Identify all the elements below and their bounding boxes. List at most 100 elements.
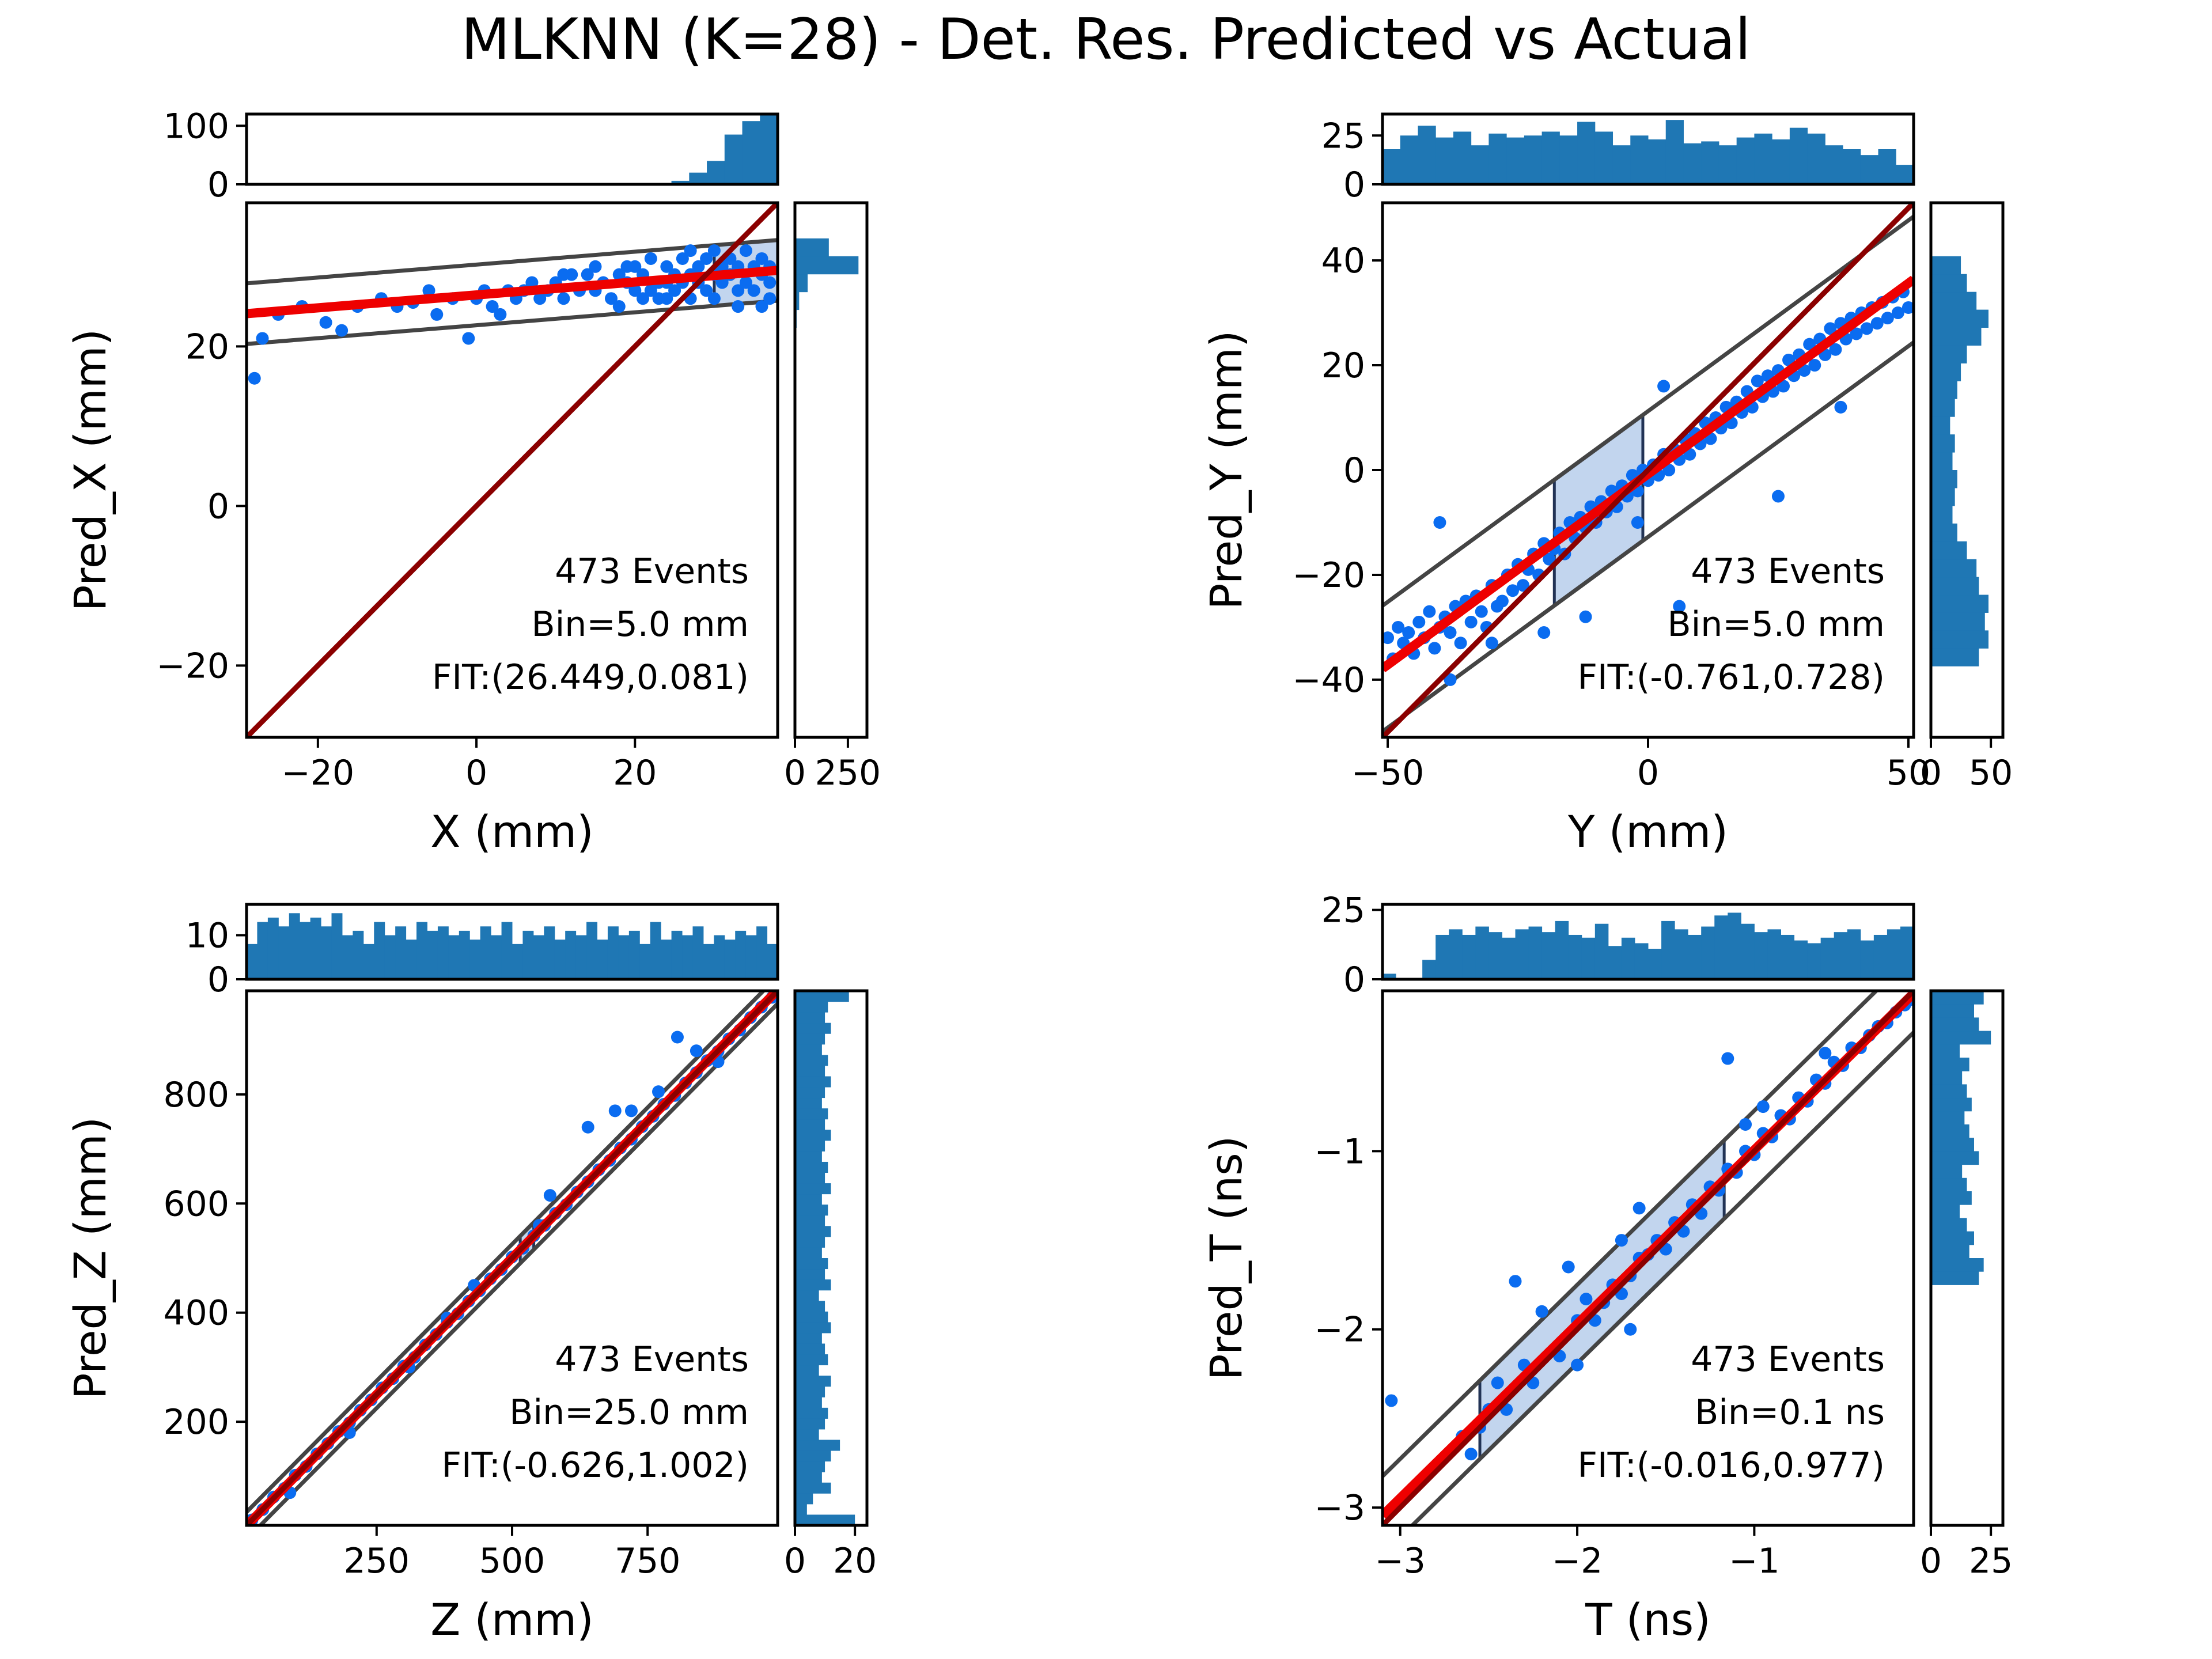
top-hist-bar — [1834, 932, 1848, 979]
y-axis-label: Pred_T (ns) — [1200, 1136, 1252, 1381]
top-hist-bar — [1772, 139, 1790, 184]
right-hist-bar — [795, 1065, 825, 1077]
right-hist-bar — [795, 1033, 825, 1045]
right-hist-bar — [795, 1440, 840, 1451]
top-hist-bar — [1789, 127, 1808, 184]
right-hist-bar — [1931, 559, 1977, 578]
right-hist-bar — [795, 291, 800, 310]
identity-line — [247, 991, 778, 1525]
right-hist-bar — [1931, 1244, 1969, 1259]
top-hist-bar — [469, 940, 481, 979]
y-tick-label: 800 — [163, 1075, 229, 1115]
right-hist-bar — [795, 1108, 828, 1120]
right-hist-x-tick-label: 20 — [833, 1541, 877, 1581]
scatter-point — [707, 292, 721, 305]
top-hist-bar — [257, 922, 268, 979]
scatter-point — [1423, 605, 1436, 618]
upper-band-line — [247, 991, 767, 1514]
scatter-point — [1506, 584, 1519, 597]
top-hist-bar — [692, 926, 704, 979]
scatter-point — [1673, 600, 1686, 613]
top-hist-bar — [1648, 139, 1666, 184]
top-hist-bar — [756, 926, 768, 979]
top-hist-bar — [1701, 141, 1719, 184]
right-hist-bar — [1931, 1138, 1974, 1152]
scatter-point — [668, 284, 681, 297]
scatter-point — [1491, 1376, 1504, 1389]
top-hist-bar — [760, 114, 778, 184]
scatter-point — [581, 1120, 594, 1134]
right-hist-bar — [795, 1194, 822, 1205]
top-hist-bar — [406, 940, 417, 979]
y-tick-label: −1 — [1315, 1131, 1365, 1172]
scatter-point — [1433, 516, 1446, 529]
right-hist-bar — [1931, 1071, 1963, 1085]
top-hist-bar — [1559, 135, 1578, 184]
top-hist-bar — [1581, 937, 1596, 979]
right-hist-bar — [795, 1279, 831, 1291]
scatter-point — [700, 252, 713, 265]
scatter-point — [763, 292, 777, 305]
y-tick-label: 20 — [1321, 346, 1365, 386]
right-hist-bar — [1931, 1191, 1972, 1205]
top-hist-bar — [1648, 949, 1662, 979]
top-hist-bar — [1541, 131, 1560, 184]
scatter-point — [1756, 1100, 1770, 1113]
scatter-point — [620, 260, 634, 273]
scatter-point — [557, 268, 570, 281]
right-hist-bar — [1931, 274, 1967, 293]
top-hist-bar — [544, 926, 555, 979]
top-hist-bar — [1594, 131, 1613, 184]
top-hist-bar — [1754, 133, 1772, 184]
top-hist-bar — [1594, 923, 1609, 979]
right-hist-bar — [795, 1172, 825, 1184]
main-plot-area — [247, 203, 778, 737]
right-hist-bar — [1931, 1164, 1963, 1179]
right-hist-bar — [795, 1022, 831, 1034]
right-hist-bar — [795, 1332, 822, 1344]
main-plot-area — [247, 991, 778, 1525]
scatter-point — [1808, 359, 1821, 372]
scatter-point — [335, 324, 349, 337]
top-hist-bar — [639, 944, 651, 979]
scatter-point — [1657, 380, 1671, 393]
y-tick-label: −3 — [1315, 1488, 1365, 1528]
top-hist-bar — [586, 922, 598, 979]
right-hist-bar — [1931, 1271, 1979, 1285]
top-hist-bar — [448, 935, 460, 979]
right-hist-bar — [795, 1226, 831, 1237]
main-axes-frame — [245, 201, 779, 739]
main-plot-area — [1382, 991, 1914, 1525]
top-hist-y-tick-label: 100 — [163, 106, 229, 146]
top-hist-bar — [628, 930, 640, 979]
top-hist-bar — [363, 944, 374, 979]
right-hist-frame — [793, 989, 869, 1527]
right-hist-bar — [795, 1376, 831, 1387]
top-hist-bar — [395, 926, 407, 979]
stats-annotation: Bin=5.0 mm — [1667, 604, 1885, 645]
y-tick-label: 40 — [1321, 241, 1365, 281]
top-hist-bar — [724, 134, 743, 184]
scatter-point — [1631, 516, 1644, 529]
top-hist-frame — [1381, 903, 1915, 981]
x-tick-label: 250 — [344, 1541, 410, 1581]
top-hist-bar — [1462, 934, 1476, 979]
right-hist-bar — [1931, 991, 1984, 1005]
top-hist-bar — [522, 930, 534, 979]
y-tick-label: −40 — [1292, 660, 1365, 700]
top-hist-frame — [245, 903, 779, 981]
scatter-point — [652, 1085, 665, 1099]
right-hist-bar — [795, 1482, 831, 1494]
right-hist-frame — [793, 201, 869, 739]
right-hist-bar — [1931, 1124, 1969, 1138]
top-hist-bar — [735, 930, 747, 979]
scatter-point — [763, 276, 777, 289]
right-hist-bar — [795, 1119, 825, 1130]
top-hist-bar — [1701, 926, 1715, 979]
right-hist-bar — [795, 1461, 825, 1472]
top-hist-bar — [1661, 921, 1675, 979]
scatter-point — [732, 284, 745, 297]
scatter-point — [1633, 1202, 1646, 1215]
right-hist-bar — [795, 1493, 813, 1505]
x-axis-label: Y (mm) — [1567, 806, 1728, 857]
